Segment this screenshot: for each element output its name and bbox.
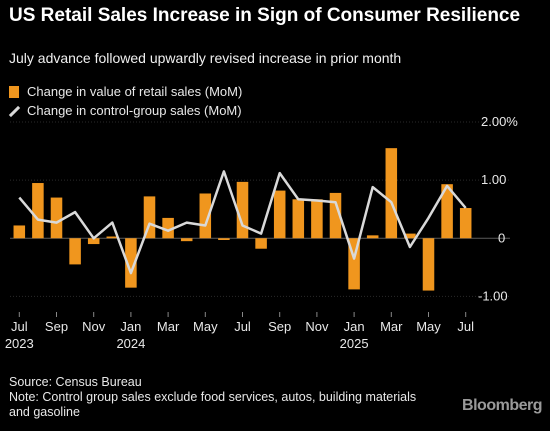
bar (236, 181, 249, 239)
bar (385, 148, 398, 239)
bar (106, 236, 119, 239)
legend-item-retail-sales: Change in value of retail sales (MoM) (9, 82, 242, 101)
x-tick-label: Mar (157, 319, 180, 334)
y-tick-label: 2.00% (481, 114, 518, 129)
bar (441, 184, 453, 239)
bar (255, 238, 267, 249)
bar (199, 193, 212, 239)
x-tick-label: Jul (457, 319, 474, 334)
bar (218, 238, 230, 240)
bar (125, 238, 137, 288)
bar (162, 217, 174, 239)
bar (143, 196, 156, 239)
bar (50, 197, 63, 239)
x-year-label: 2024 (116, 336, 145, 351)
bar (87, 238, 100, 245)
bloomberg-logo: Bloomberg (462, 397, 542, 414)
bar (273, 190, 286, 239)
bar (459, 208, 472, 239)
chart-plot: 2.00% 1.00 0 -1.00 Jul 2023 Sep Nov Jan 2024 Mar Ma… (5, 114, 518, 351)
x-tick-label: Nov (82, 319, 106, 334)
y-tick-label: 0 (498, 230, 505, 245)
bar (180, 238, 193, 242)
bar (292, 199, 305, 239)
x-year-label: 2025 (340, 336, 369, 351)
legend-bar-swatch (9, 85, 19, 98)
y-tick-label: 1.00 (481, 172, 506, 187)
control-group-line (18, 170, 467, 275)
bar (366, 235, 379, 239)
chart-subtitle: July advance followed upwardly revised i… (9, 50, 402, 66)
legend-label-retail-sales: Change in value of retail sales (MoM) (27, 84, 243, 99)
bar (311, 199, 323, 239)
bar (32, 183, 44, 239)
x-tick-label: Sep (268, 319, 291, 334)
chart-title: US Retail Sales Increase in Sign of Cons… (9, 5, 521, 26)
bar (404, 233, 416, 239)
bar (348, 238, 360, 290)
legend: Change in value of retail sales (MoM) Ch… (9, 82, 242, 120)
x-year-label: 2023 (5, 336, 34, 351)
x-tick-label: Jul (234, 319, 251, 334)
chart-footer: Source: Census Bureau Note: Control grou… (9, 375, 419, 420)
bar (69, 238, 81, 265)
legend-label-control-group: Change in control-group sales (MoM) (27, 103, 242, 118)
bar (13, 225, 26, 239)
x-tick-label: Jan (344, 319, 365, 334)
x-tick-label: May (193, 319, 218, 334)
bar (422, 238, 435, 291)
x-tick-label: May (416, 319, 441, 334)
x-tick-label: Jan (120, 319, 141, 334)
x-tick-label: Jul (11, 319, 28, 334)
legend-item-control-group: Change in control-group sales (MoM) (9, 101, 242, 120)
bar (329, 192, 342, 239)
x-tick-label: Nov (305, 319, 329, 334)
x-tick-label: Sep (45, 319, 68, 334)
footnote: Note: Control group sales exclude food s… (9, 390, 417, 419)
x-tick-label: Mar (380, 319, 403, 334)
source-note: Source: Census Bureau (9, 375, 142, 389)
y-tick-label: -1.00 (478, 288, 508, 303)
